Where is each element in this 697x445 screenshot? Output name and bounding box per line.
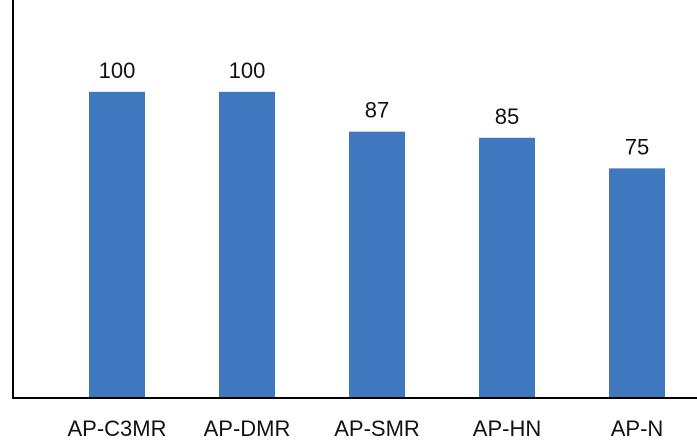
bar-ap-hn	[479, 137, 535, 398]
bars-group	[89, 91, 665, 398]
bar-value-label: 100	[229, 58, 266, 83]
x-tick-label: AP-C3MR	[67, 416, 166, 441]
bar-ap-smr	[349, 131, 405, 398]
bar-ap-dmr	[219, 91, 275, 398]
bar-ap-n	[609, 168, 665, 398]
bar-value-label: 100	[99, 58, 136, 83]
category-labels-group: AP-C3MR AP-DMR AP-SMR AP-HN AP-N	[67, 416, 663, 441]
axes-group	[12, 0, 697, 399]
x-tick-label: AP-DMR	[204, 416, 291, 441]
x-tick-label: AP-N	[611, 416, 664, 441]
x-tick-label: AP-SMR	[334, 416, 420, 441]
value-labels-group: 100 100 87 85 75	[99, 58, 650, 160]
bar-value-label: 75	[625, 134, 649, 159]
bar-value-label: 85	[495, 104, 519, 129]
x-tick-label: AP-HN	[473, 416, 541, 441]
bar-value-label: 87	[365, 98, 389, 123]
bar-ap-c3mr	[89, 91, 145, 398]
